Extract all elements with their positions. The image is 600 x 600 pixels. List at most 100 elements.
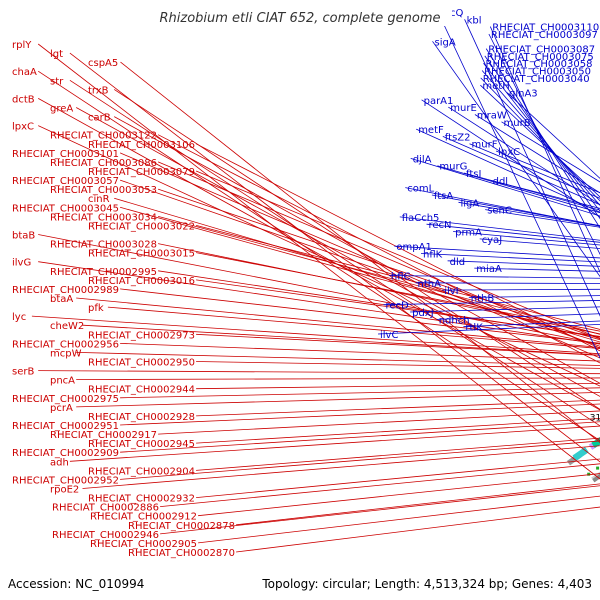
right-gene-label: murF (472, 140, 498, 151)
left-leader-line (120, 440, 600, 480)
right-leader-line (453, 231, 600, 246)
title-background (146, 6, 452, 26)
right-gene-label: RHECIAT_CH0003097 (491, 30, 598, 41)
left-gene-label: lyc (12, 312, 26, 323)
right-leader-line (415, 282, 600, 284)
left-leader-line (38, 370, 600, 375)
left-leader-line (37, 43, 600, 480)
left-gene-label: pncA (50, 376, 75, 387)
left-leader-line (120, 387, 600, 399)
right-gene-label: kbl (467, 15, 482, 26)
left-gene-label: RHECIAT_CH0003034 (50, 212, 157, 223)
right-leader-line (399, 216, 600, 241)
left-gene-label: RHECIAT_CH0003086 (50, 158, 157, 169)
right-leader-line (437, 165, 600, 214)
right-gene-label: prmA (455, 228, 482, 239)
right-leader-line (501, 121, 600, 183)
left-leader-line (69, 425, 600, 462)
right-leader-line (484, 55, 600, 220)
right-leader-line (464, 19, 600, 317)
right-gene-label: hflC (391, 272, 411, 283)
right-leader-line (442, 288, 600, 291)
right-gene-label: miaA (476, 264, 502, 275)
right-leader-line (481, 70, 600, 206)
right-gene-label: recN (429, 220, 452, 231)
right-gene-label: recD (386, 301, 410, 312)
footer-background (0, 568, 600, 600)
left-gene-label: lgt (50, 49, 63, 60)
right-leader-line (506, 92, 600, 179)
tick-dot (596, 466, 600, 470)
left-gene-label: trxB (88, 85, 109, 96)
left-leader-line (76, 391, 600, 408)
right-leader-line (480, 84, 600, 198)
left-gene-label: RHECIAT_CH0002904 (88, 466, 195, 477)
right-gene-label: djlA (413, 154, 432, 165)
right-leader-line (483, 62, 600, 212)
left-gene-label: RHECIAT_CH0002975 (12, 394, 119, 405)
left-leader-line (120, 61, 600, 444)
right-gene-label: lpxC (498, 147, 520, 158)
right-gene-label: nthA (418, 279, 442, 290)
left-gene-label: rpoE2 (50, 485, 79, 496)
right-gene-label: pdxJ (412, 308, 434, 319)
left-leader-line (196, 458, 600, 498)
right-gene-label: mraW (477, 111, 507, 122)
left-leader-line (160, 463, 600, 507)
right-gene-label: glnA3 (509, 89, 538, 100)
right-gene-label: metH (482, 81, 509, 92)
left-gene-label: RHECIAT_CH0003057 (12, 176, 119, 187)
right-leader-line (448, 106, 600, 206)
left-gene-label: RHECIAT_CH0003079 (88, 167, 195, 178)
left-gene-label: RHECIAT_CH0002956 (12, 339, 119, 350)
right-gene-label: ftsI (466, 169, 481, 180)
right-gene-label: hflK (423, 250, 443, 261)
right-gene-label: murB (504, 118, 531, 129)
left-gene-label: RHECIAT_CH0003045 (12, 203, 119, 214)
right-gene-label: RHECIAT_CH0003075 (487, 52, 594, 63)
left-gene-label: btaB (12, 231, 35, 242)
left-leader-line (157, 188, 600, 340)
map-title: Rhizobium etli CIAT 652, complete genome (160, 11, 441, 26)
tick-dot (587, 472, 591, 476)
left-leader-line (114, 197, 600, 343)
right-gene-label: senC (487, 206, 512, 217)
left-gene-label: adh (50, 457, 69, 468)
right-leader-line (458, 201, 600, 227)
left-leader-line (120, 288, 600, 344)
accession-text: Accession: NC_010994 (8, 577, 144, 591)
left-gene-label: RHECIAT_CH0002909 (12, 448, 119, 459)
left-gene-label: dctB (12, 94, 35, 105)
left-leader-line (69, 52, 600, 463)
left-gene-label: RHECIAT_CH0002952 (12, 475, 119, 486)
right-gene-label: cyaJ (482, 235, 503, 246)
left-gene-label: RHECIAT_CH0003028 (50, 240, 157, 251)
left-gene-label: RHECIAT_CH0002905 (90, 539, 197, 550)
left-leader-line (114, 116, 600, 384)
right-gene-label: ligA (461, 198, 480, 209)
right-gene-label: sigA (435, 37, 456, 48)
left-gene-label: btaA (50, 294, 73, 305)
left-gene-label: RHECIAT_CH0002951 (12, 421, 119, 432)
left-leader-line (69, 79, 600, 427)
right-leader-line (463, 172, 600, 211)
scale-ticks: 3150 kbp3100 kbp3050 kbp3000 kbp2950 kbp… (590, 413, 600, 423)
right-gene-label: RHECIAT_CH0003110 (492, 23, 599, 34)
left-gene-label: RHECIAT_CH0002944 (88, 385, 195, 396)
topology-summary-text: Topology: circular; Length: 4,513,324 bp… (261, 577, 592, 591)
left-leader-line (195, 170, 600, 339)
left-leader-line (195, 143, 600, 352)
right-gene-label: ilvI (444, 286, 458, 297)
cog-feature-block (572, 446, 589, 461)
left-gene-label: chaA (12, 67, 37, 78)
label-leader-lines (31, 11, 600, 553)
left-leader-line (38, 125, 600, 387)
left-leader-line (76, 297, 600, 348)
left-gene-label: RHECIAT_CH0002973 (88, 330, 195, 341)
left-leader-line (196, 418, 600, 444)
left-gene-label: RHECIAT_CH0002928 (88, 412, 195, 423)
right-leader-line (394, 245, 600, 259)
left-leader-line (198, 495, 600, 544)
left-gene-label: RHECIAT_CH0002870 (128, 548, 235, 559)
